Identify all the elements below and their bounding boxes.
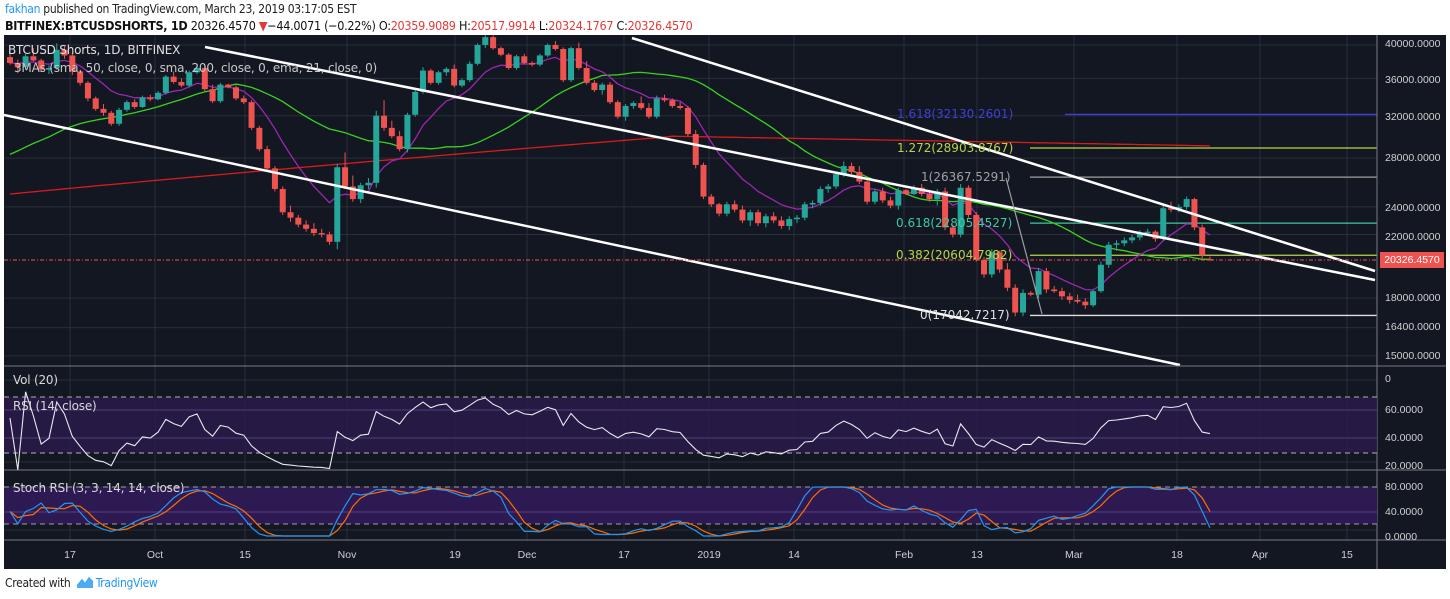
footer: Created with TradingView [5, 576, 158, 590]
time-tick: 17 [618, 549, 630, 561]
rsi-tick: 40.0000 [1385, 432, 1423, 444]
time-tick: Apr [1251, 549, 1269, 561]
created-with-text: Created with [5, 576, 71, 590]
fib-label-0618: 0.618(22805.4527) [896, 216, 1013, 230]
time-tick: Oct [146, 549, 164, 561]
symbol-info: BITFINEX:BTCUSDSHORTS, 1D 20326.4570 ▼−4… [5, 18, 693, 33]
stoch-rsi-legend[interactable]: Stoch RSI (3, 3, 14, 14, close) [13, 481, 185, 495]
low-label: L: [538, 18, 549, 33]
price-tick: 16400.0000 [1385, 321, 1441, 333]
price-tick: 15000.0000 [1385, 350, 1441, 362]
stoch-k-line [9, 486, 1211, 537]
author-link[interactable]: fakhan [5, 2, 41, 16]
tradingview-link[interactable]: TradingView [95, 576, 158, 590]
stoch-tick: 40.0000 [1385, 506, 1423, 518]
fib-trend-line [1005, 177, 1043, 315]
price-tick: 40000.0000 [1385, 38, 1441, 50]
time-tick: Feb [894, 549, 914, 561]
time-tick: Dec [517, 549, 537, 561]
time-tick: 19 [449, 549, 461, 561]
close-label: C: [616, 18, 628, 33]
channel-lower-line [204, 45, 1376, 282]
time-tick: Mar [1064, 549, 1084, 561]
stoch-tick: 80.0000 [1385, 481, 1423, 493]
symbol-name: BITFINEX:BTCUSDSHORTS, 1D [5, 18, 188, 33]
open-label: O: [378, 18, 391, 33]
last-price: 20326.4570 [190, 18, 256, 33]
fib-label-0382: 0.382(20604.7982) [896, 248, 1013, 262]
high-value: 20517.9914 [470, 18, 536, 33]
tradingview-logo-icon [76, 576, 94, 588]
publish-text: published on TradingView.com, March 23, … [40, 2, 357, 16]
fib-label-1618: 1.618(32130.2601) [897, 107, 1014, 121]
rsi-line [9, 391, 1211, 470]
channel-lower-line-2 [4, 113, 1181, 367]
ema21-line [9, 56, 1211, 291]
rsi-tick: 60.0000 [1385, 404, 1423, 416]
close-value: 20326.4570 [627, 18, 693, 33]
publish-info: fakhan published on TradingView.com, Mar… [5, 2, 357, 16]
price-change: −44.0071 (−0.22%) [267, 18, 376, 33]
stoch-tick: 0.0000 [1385, 531, 1418, 543]
fib-label-0: 0(17042.7217) [920, 308, 1010, 322]
chart-title-legend[interactable]: BTCUSD Shorts, 1D, BITFINEX [8, 43, 181, 57]
vol-legend[interactable]: Vol (20) [13, 373, 58, 387]
fib-label-1: 1(26367.5291) [921, 170, 1011, 184]
chart-canvas[interactable] [4, 35, 1446, 569]
price-tick: 28000.0000 [1385, 152, 1441, 164]
price-tick: 24000.0000 [1385, 202, 1441, 214]
time-tick: 2019 [697, 549, 721, 561]
price-tick: 32000.0000 [1385, 111, 1441, 123]
high-label: H: [458, 18, 471, 33]
time-tick: 13 [971, 549, 983, 561]
time-tick: 15 [239, 549, 251, 561]
time-tick: 14 [788, 549, 800, 561]
fib-label-1272: 1.272(28903.8767) [897, 141, 1014, 155]
candlestick-series [7, 35, 1213, 317]
sma200-line [9, 135, 1211, 195]
time-tick: 15 [1341, 549, 1353, 561]
rsi-legend[interactable]: RSI (14, close) [13, 399, 97, 413]
time-tick: 18 [1171, 549, 1183, 561]
vol-tick: 0 [1385, 373, 1391, 385]
time-tick: 17 [64, 549, 76, 561]
price-tick: 22000.0000 [1385, 231, 1441, 243]
rsi-tick: 20.0000 [1385, 460, 1423, 472]
price-tick: 36000.0000 [1385, 74, 1441, 86]
current-price-tag: 20326.4570 [1380, 252, 1444, 268]
down-arrow-icon: ▼ [258, 18, 268, 33]
chart-background [4, 35, 1446, 569]
price-tick: 18000.0000 [1385, 292, 1441, 304]
channel-upper-line [631, 36, 1376, 273]
mas-legend[interactable]: 3MAs (sma, 50, close, 0, sma, 200, close… [14, 61, 378, 75]
open-value: 20359.9089 [390, 18, 456, 33]
time-tick: Nov [337, 549, 357, 561]
low-value: 20324.1767 [548, 18, 614, 33]
